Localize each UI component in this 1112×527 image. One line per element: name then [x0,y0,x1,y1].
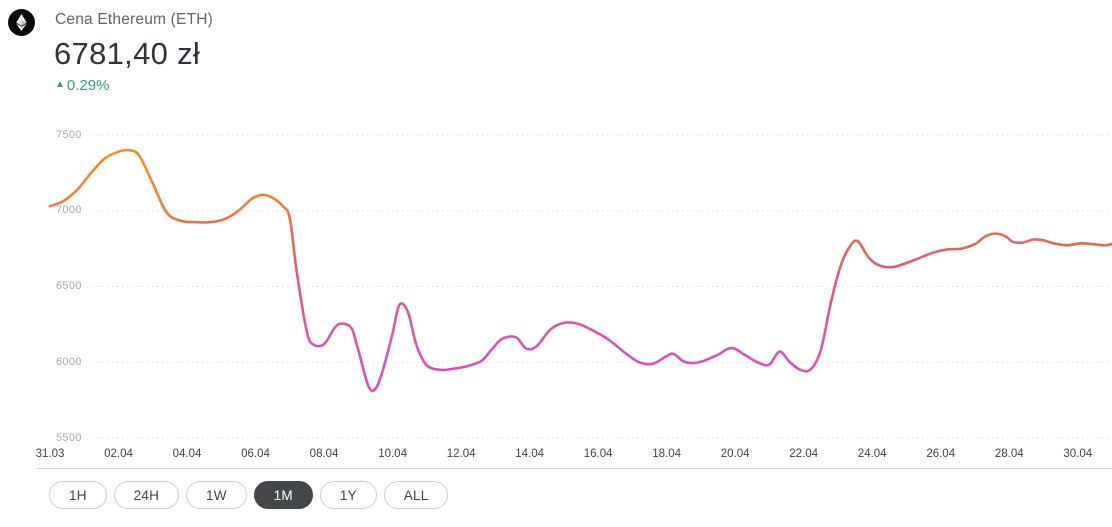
x-axis-tick: 28.04 [994,448,1024,460]
y-axis-tick: 6500 [56,280,82,292]
x-axis-tick: 12.04 [446,448,476,460]
x-axis-tick: 31.03 [35,448,65,460]
x-axis-tick: 02.04 [104,448,133,460]
page-title: Cena Ethereum (ETH) [55,11,213,28]
price-change-badge: ▲ 0.29% [55,77,109,94]
x-axis-tick: 14.04 [515,448,544,460]
x-axis-tick: 06.04 [241,448,270,460]
axis-divider [37,468,1112,469]
change-percent: 0.29% [66,77,110,94]
time-range-selector: 1H 24H 1W 1M 1Y ALL [49,481,449,509]
current-price: 6781,40 zł [54,36,201,71]
gridlines [92,134,1112,439]
change-up-arrow-icon: ▲ [55,78,65,90]
y-axis-tick: 6000 [56,355,82,368]
range-button-all[interactable]: ALL [383,481,449,509]
range-button-1w[interactable]: 1W [186,481,247,509]
x-axis-tick: 16.04 [583,448,613,460]
x-axis-tick: 22.04 [789,448,819,460]
x-axis-tick: 20.04 [720,448,750,460]
y-axis-tick: 7000 [56,204,82,217]
x-axis-tick: 10.04 [378,448,407,460]
x-axis-tick: 24.04 [857,448,887,460]
x-axis-tick: 30.04 [1063,448,1093,460]
x-axis-tick: 04.04 [172,448,202,460]
y-axis-tick: 7500 [56,128,82,141]
range-button-24h[interactable]: 24H [113,481,180,509]
x-axis-tick: 08.04 [309,448,339,460]
ethereum-icon [8,9,35,36]
x-axis-tick: 26.04 [926,448,956,460]
price-line [48,148,1112,393]
x-axis-tick: 18.04 [652,448,682,460]
range-button-1y[interactable]: 1Y [319,481,377,509]
range-button-1h[interactable]: 1H [49,481,107,509]
range-button-1m[interactable]: 1M [253,481,313,509]
y-axis-tick: 5500 [56,431,82,444]
